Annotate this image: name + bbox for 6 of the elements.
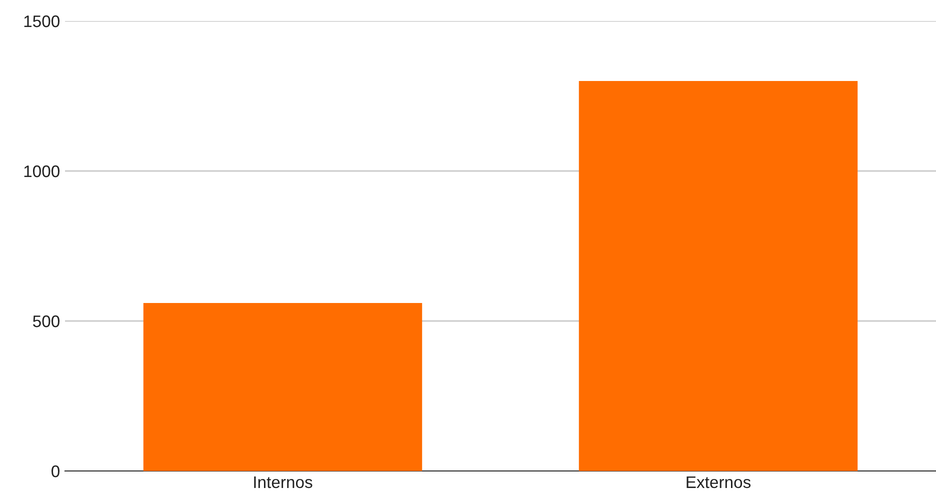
x-tick-label: Internos (254, 476, 312, 488)
y-tick-label: 0 (52, 465, 60, 478)
y-tick-label: 1500 (24, 15, 60, 28)
x-tick-label: Externos (686, 476, 751, 488)
y-tick-label: 500 (33, 315, 60, 328)
y-tick-label: 1000 (24, 165, 60, 178)
